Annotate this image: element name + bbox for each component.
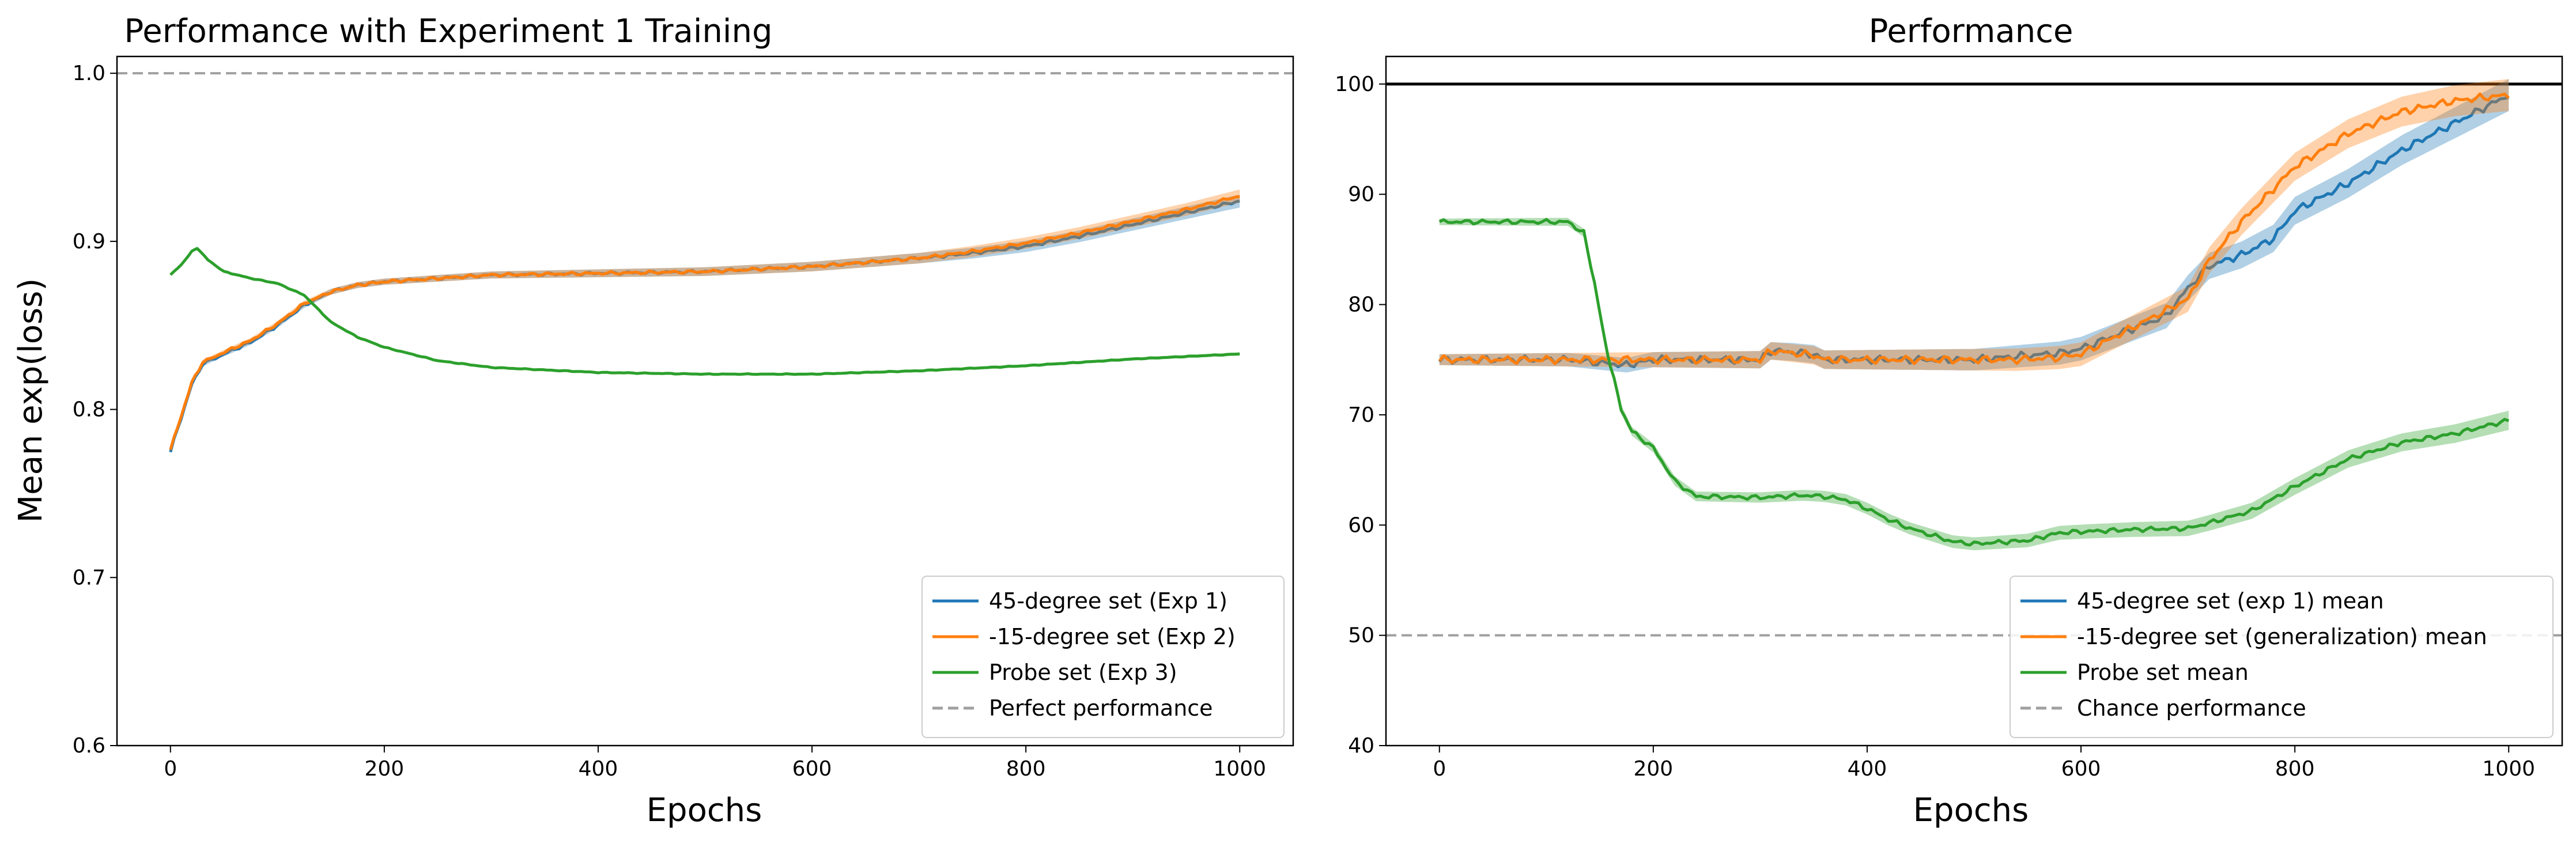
- right-chart-ytick-label: 80: [1348, 293, 1374, 317]
- right-chart-legend-box: [2010, 576, 2554, 738]
- left-chart-ytick-label: 0.8: [73, 398, 105, 422]
- left-chart-ytick-label: 0.6: [73, 734, 105, 758]
- right-chart-ytick-label: 50: [1348, 624, 1374, 648]
- legend-label-probe-exp3: Probe set (Exp 3): [989, 660, 1177, 685]
- left-chart-xtick-label: 0: [164, 757, 177, 781]
- legend-label-minus15-degree-generalization-mean: -15-degree set (generalization) mean: [2077, 624, 2487, 649]
- left-chart-xtick-label: 600: [792, 757, 832, 781]
- left-chart-xtick-label: 1000: [1213, 757, 1266, 781]
- right-chart-title: Performance: [1869, 13, 2073, 50]
- right-chart-xtick-label: 800: [2275, 757, 2315, 781]
- right-chart-axes-frame: [1385, 55, 2563, 747]
- right-chart-xtick-label: 400: [1848, 757, 1887, 781]
- right-chart-ytick-label: 60: [1348, 513, 1374, 537]
- legend-label-45-degree-exp1: 45-degree set (Exp 1): [989, 588, 1227, 614]
- right-chart-xtick-label: 600: [2061, 757, 2101, 781]
- right-chart-series-15-degree-set-generalization-mean-line: [1438, 92, 2510, 365]
- left-chart-xtick-label: 200: [365, 757, 405, 781]
- right-chart-xtick-label: 0: [1433, 757, 1446, 781]
- left-chart-series-15-degree-set-exp-2-line: [169, 195, 1240, 451]
- legend-label-minus15-degree-exp2: -15-degree set (Exp 2): [989, 624, 1236, 649]
- left-chart-legend: 45-degree set (Exp 1) -15-degree set (Ex…: [921, 576, 1285, 738]
- left-chart-xlabel: Epochs: [647, 792, 762, 829]
- legend-label-45-degree-mean: 45-degree set (exp 1) mean: [2077, 588, 2384, 614]
- left-chart-xtick-label: 800: [1006, 757, 1046, 781]
- left-chart-ylabel: Mean exp(loss): [12, 278, 50, 523]
- right-chart-xtick-label: 200: [1634, 757, 1674, 781]
- right-chart-xlabel: Epochs: [1913, 792, 2029, 829]
- left-chart-ticks: 0 200 400 600 800 1000 0.6 0.7 0.8 0.9 1.0: [73, 62, 1266, 781]
- right-chart-ytick-label: 100: [1335, 73, 1374, 96]
- legend-label-perfect-performance: Perfect performance: [989, 695, 1213, 721]
- left-chart-ytick-label: 0.9: [73, 230, 105, 254]
- left-chart-ytick-label: 0.7: [73, 566, 105, 589]
- right-chart-ytick-label: 90: [1348, 183, 1374, 206]
- left-chart-title: Performance with Experiment 1 Training: [124, 13, 772, 50]
- right-chart-ytick-label: 40: [1348, 734, 1374, 758]
- left-chart: Performance with Experiment 1 Training M…: [12, 13, 1294, 829]
- legend-label-chance-performance: Chance performance: [2077, 695, 2306, 721]
- left-chart-axes-frame: [116, 55, 1294, 747]
- right-chart-ytick-label: 70: [1348, 403, 1374, 427]
- legend-label-probe-mean: Probe set mean: [2077, 660, 2249, 685]
- left-chart-series-probe-set-exp-3-line: [169, 247, 1240, 376]
- right-chart-series-probe-set-mean-line: [1438, 218, 2510, 547]
- left-chart-series-15-degree-set-exp-2-band: [170, 189, 1240, 452]
- left-chart-legend-box: [921, 576, 1285, 738]
- left-chart-plot-area: [117, 72, 1293, 454]
- right-chart-legend: 45-degree set (exp 1) mean -15-degree se…: [2010, 576, 2554, 738]
- right-chart-ticks: 0 200 400 600 800 1000 40 50 60 70 80 90 100: [1335, 73, 2535, 781]
- right-chart: Performance Epochs 0 200 400 600 800 1000 40 50…: [1335, 13, 2563, 829]
- right-chart-xtick-label: 1000: [2482, 757, 2535, 781]
- left-chart-ytick-label: 1.0: [73, 62, 105, 85]
- right-chart-plot-area: [1386, 79, 2562, 637]
- left-chart-xtick-label: 400: [579, 757, 618, 781]
